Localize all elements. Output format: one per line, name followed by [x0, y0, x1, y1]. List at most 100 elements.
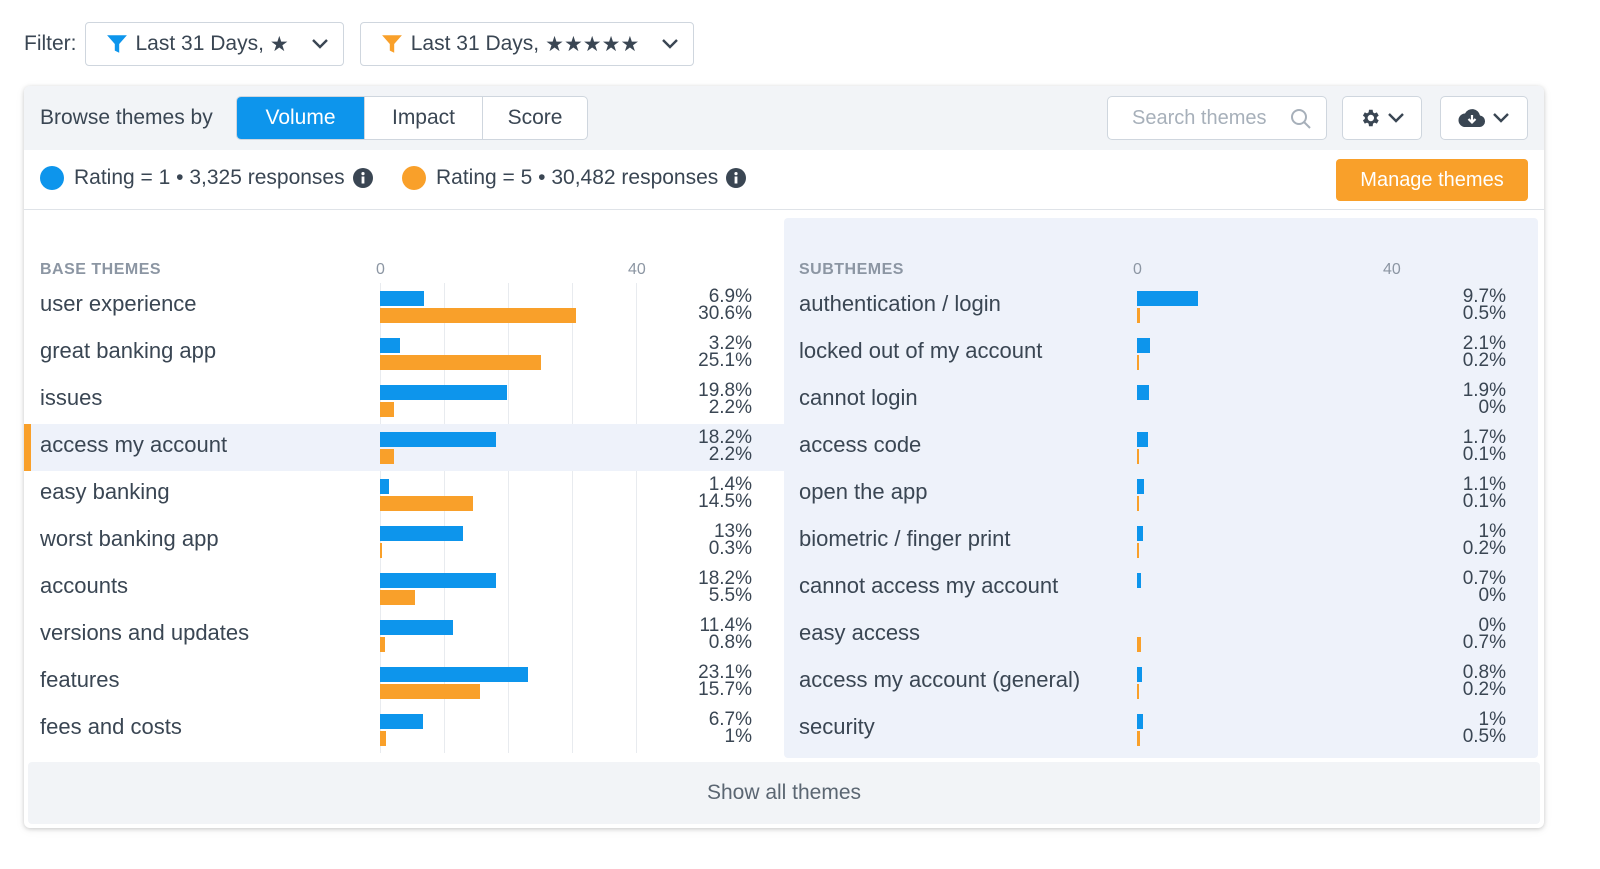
pct-rating-5: 30.6%	[698, 303, 752, 324]
bar-rating-1	[380, 573, 497, 588]
legend-item-rating-1: Rating = 1 • 3,325 responses	[40, 166, 373, 190]
subtheme-row[interactable]: open the app 1.1% 0.1%	[784, 471, 1538, 518]
browse-segmented-control: Volume Impact Score	[236, 96, 588, 140]
info-icon[interactable]	[726, 168, 747, 188]
base-theme-row[interactable]: fees and costs 6.7% 1%	[24, 706, 784, 753]
base-theme-row[interactable]: issues 19.8% 2.2%	[24, 377, 784, 424]
browse-label: Browse themes by	[40, 106, 213, 129]
manage-themes-button[interactable]: Manage themes	[1336, 159, 1528, 201]
tab-volume[interactable]: Volume	[237, 97, 365, 139]
bar-rating-1	[1137, 714, 1144, 729]
legend-dot	[40, 166, 64, 190]
subtheme-row[interactable]: security 1% 0.5%	[784, 706, 1538, 753]
axis-tick: 0	[376, 261, 385, 278]
gridline	[508, 283, 509, 753]
subtheme-row[interactable]: easy access 0% 0.7%	[784, 612, 1538, 659]
tab-score[interactable]: Score	[507, 106, 563, 129]
theme-label: versions and updates	[40, 620, 250, 645]
pct-rating-5: 0.1%	[1462, 491, 1506, 512]
pct-rating-1: 23.1%	[698, 662, 752, 683]
base-theme-row[interactable]: accounts 18.2% 5.5%	[24, 565, 784, 612]
axis-tick: 40	[1383, 261, 1401, 278]
search-input[interactable]: Search themes	[1107, 96, 1327, 140]
base-theme-row[interactable]: access my account 18.2% 2.2%	[24, 424, 784, 471]
pct-rating-5: 1%	[724, 726, 752, 747]
subtheme-row[interactable]: cannot access my account 0.7% 0%	[784, 565, 1538, 612]
pct-rating-5: 25.1%	[698, 350, 752, 371]
filter-stars: ★	[269, 32, 289, 56]
base-theme-row[interactable]: user experience 6.9% 30.6%	[24, 283, 784, 330]
base-themes-header: BASE THEMES	[40, 261, 162, 278]
theme-label: access code	[799, 432, 922, 457]
theme-label: cannot access my account	[799, 573, 1059, 598]
pct-rating-1: 11.4%	[699, 615, 752, 636]
filter-dropdown-rating-1[interactable]: Last 31 Days, ★	[84, 22, 344, 66]
filter-label: Filter:	[24, 32, 77, 55]
pct-rating-5: 0.8%	[708, 632, 752, 653]
bar-rating-1	[1137, 573, 1142, 588]
legend-dot	[402, 166, 426, 190]
theme-label: biometric / finger print	[799, 526, 1011, 551]
filter-dropdown-rating-5[interactable]: Last 31 Days, ★★★★★	[359, 22, 695, 66]
gridline	[572, 283, 573, 753]
theme-label: user experience	[40, 291, 197, 316]
pct-rating-1: 1%	[1478, 521, 1506, 542]
base-theme-row[interactable]: versions and updates 11.4% 0.8%	[24, 612, 784, 659]
theme-label: easy banking	[40, 479, 170, 504]
subtheme-row[interactable]: access code 1.7% 0.1%	[784, 424, 1538, 471]
filter-stars: ★★★★★	[545, 32, 640, 56]
bar-rating-5	[380, 543, 382, 558]
bar-rating-5	[380, 355, 541, 370]
theme-label: worst banking app	[40, 526, 219, 551]
gridline	[444, 283, 445, 753]
info-icon[interactable]	[352, 168, 373, 188]
bar-rating-1	[380, 432, 497, 447]
pct-rating-1: 19.8%	[698, 380, 752, 401]
bar-rating-1	[1137, 526, 1144, 541]
pct-rating-5: 15.7%	[698, 679, 752, 700]
theme-label: access my account (general)	[799, 667, 1081, 692]
bar-rating-5	[1137, 496, 1139, 511]
download-button[interactable]	[1440, 96, 1528, 140]
pct-rating-1: 1%	[1478, 709, 1506, 730]
pct-rating-5: 2.2%	[708, 397, 752, 418]
legend-item-rating-5: Rating = 5 • 30,482 responses	[402, 166, 747, 190]
subtheme-row[interactable]: cannot login 1.9% 0%	[784, 377, 1538, 424]
gear-icon	[1362, 109, 1379, 127]
bar-rating-1	[1137, 291, 1199, 306]
subtheme-row[interactable]: authentication / login 9.7% 0.5%	[784, 283, 1538, 330]
settings-button[interactable]	[1342, 96, 1422, 140]
base-theme-row[interactable]: great banking app 3.2% 25.1%	[24, 330, 784, 377]
pct-rating-5: 0.2%	[1462, 350, 1506, 371]
pct-rating-5: 0.5%	[1462, 726, 1506, 747]
selected-indicator	[24, 424, 31, 471]
subtheme-row[interactable]: biometric / finger print 1% 0.2%	[784, 518, 1538, 565]
bar-rating-1	[380, 667, 528, 682]
bar-rating-5	[1137, 449, 1139, 464]
pct-rating-1: 18.2%	[698, 568, 752, 589]
bar-rating-5	[1137, 308, 1141, 323]
theme-label: great banking app	[40, 338, 217, 363]
subtheme-row[interactable]: locked out of my account 2.1% 0.2%	[784, 330, 1538, 377]
bar-rating-1	[380, 526, 464, 541]
search-placeholder: Search themes	[1132, 106, 1267, 129]
pct-rating-5: 0%	[1478, 397, 1506, 418]
pct-rating-5: 0.3%	[708, 538, 752, 559]
base-theme-row[interactable]: features 23.1% 15.7%	[24, 659, 784, 706]
base-theme-row[interactable]: easy banking 1.4% 14.5%	[24, 471, 784, 518]
theme-label: easy access	[799, 620, 921, 645]
pct-rating-1: 6.7%	[708, 709, 752, 730]
chevron-down-icon	[662, 39, 679, 49]
pct-rating-1: 1.4%	[708, 474, 752, 495]
filter-text: Last 31 Days,	[135, 32, 264, 55]
bar-rating-5	[1137, 637, 1142, 652]
pct-rating-1: 18.2%	[698, 427, 752, 448]
chevron-down-icon	[1493, 113, 1509, 123]
pct-rating-5: 0.1%	[1462, 444, 1506, 465]
show-all-themes-button[interactable]: Show all themes	[28, 762, 1540, 824]
tab-impact[interactable]: Impact	[365, 97, 483, 139]
search-icon	[1291, 109, 1311, 129]
base-theme-row[interactable]: worst banking app 13% 0.3%	[24, 518, 784, 565]
subtheme-row[interactable]: access my account (general) 0.8% 0.2%	[784, 659, 1538, 706]
theme-label: locked out of my account	[799, 338, 1043, 363]
